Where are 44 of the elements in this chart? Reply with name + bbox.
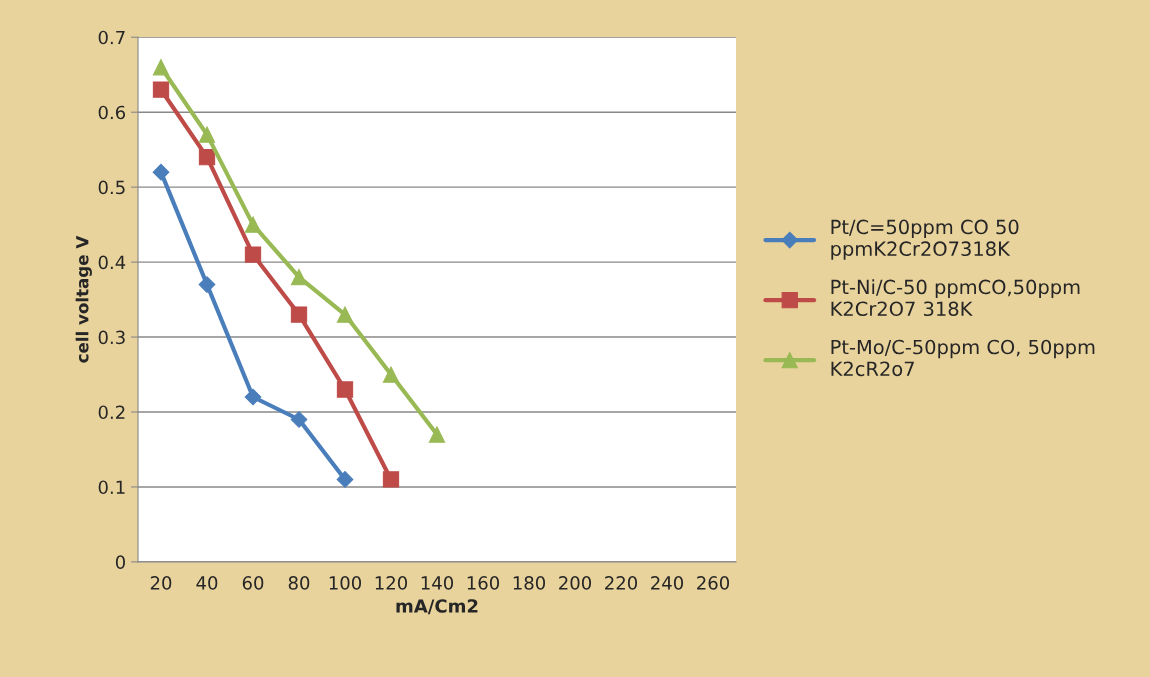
- x-tick-label: 100: [329, 576, 362, 590]
- point: [290, 306, 308, 323]
- x-tick-label: 60: [242, 576, 264, 590]
- point: [244, 216, 262, 233]
- x-tick-label: 120: [375, 576, 408, 590]
- x-tick-label: 180: [513, 576, 546, 590]
- point: [336, 471, 354, 488]
- legend-label: Pt/C=50ppm CO 50 ppmK2Cr2O7318K: [831, 219, 1019, 260]
- x-tick-label: 200: [559, 576, 592, 590]
- point: [290, 268, 308, 286]
- point: [152, 163, 170, 181]
- point: [244, 388, 262, 406]
- legend-label: Pt-Mo/C-50ppm CO, 50ppm K2cR2o7: [831, 339, 1095, 377]
- x-tick-label: 160: [467, 576, 500, 590]
- x-tick-label: 40: [196, 576, 218, 590]
- point: [198, 276, 216, 293]
- point: [290, 411, 308, 428]
- y-tick-label: 0.3: [98, 330, 125, 345]
- x-tick-label: 80: [288, 576, 310, 590]
- x-tick-label: 240: [651, 576, 684, 590]
- x-tick-label: 260: [697, 576, 730, 590]
- y-tick-label: 0.1: [98, 480, 125, 495]
- x-tick-label: 20: [150, 576, 172, 590]
- point: [152, 59, 170, 76]
- y-tick-label: 0.5: [98, 180, 125, 195]
- y-tick-label: 0.4: [98, 255, 126, 270]
- y-tick-label: 0.2: [98, 405, 125, 420]
- point: [244, 246, 262, 263]
- x-tick-label: 140: [421, 576, 454, 590]
- point: [198, 126, 216, 143]
- point: [382, 471, 400, 488]
- point: [382, 366, 400, 383]
- x-axis-title: mA/Cm2: [396, 599, 478, 615]
- point: [336, 306, 354, 323]
- point: [152, 81, 170, 98]
- x-tick-label: 220: [605, 576, 638, 590]
- point: [428, 426, 446, 443]
- legend-label: Pt-Ni/C-50 ppmCO,50ppm K2Cr2O7 318K: [831, 279, 1080, 317]
- y-tick-label: 0: [115, 555, 125, 570]
- y-axis-title: cell voltage V: [75, 235, 92, 363]
- y-tick-label: 0.7: [98, 30, 125, 45]
- y-tick-label: 0.6: [98, 105, 126, 120]
- point: [336, 381, 354, 398]
- point: [198, 149, 216, 166]
